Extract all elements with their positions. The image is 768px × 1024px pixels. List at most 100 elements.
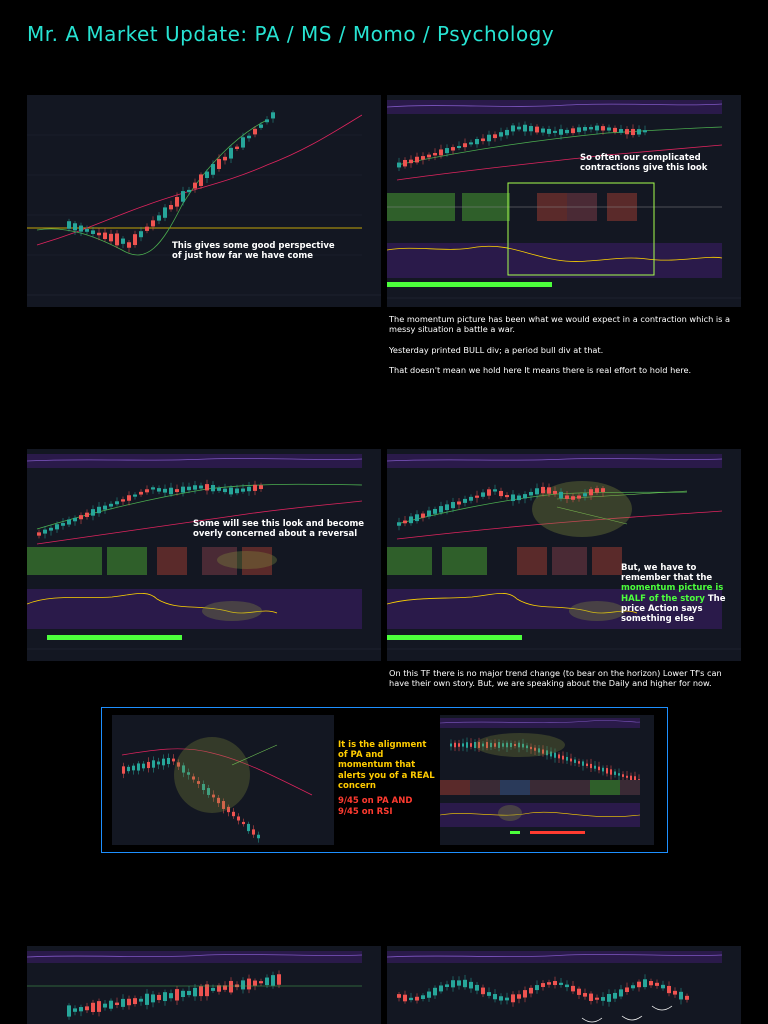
candle bbox=[85, 229, 89, 232]
candle bbox=[259, 485, 263, 490]
candle bbox=[590, 763, 592, 769]
candle bbox=[589, 489, 593, 496]
candle bbox=[469, 496, 473, 501]
candle bbox=[415, 996, 419, 1001]
candle bbox=[469, 142, 473, 145]
candle bbox=[205, 984, 209, 997]
candle bbox=[397, 994, 401, 998]
candle bbox=[546, 750, 548, 756]
candle bbox=[649, 981, 653, 986]
candle bbox=[541, 983, 545, 987]
candle bbox=[562, 755, 564, 760]
candle bbox=[103, 232, 107, 240]
candle bbox=[463, 143, 467, 148]
candle bbox=[197, 781, 200, 784]
candle bbox=[133, 494, 137, 497]
candle bbox=[607, 994, 611, 1002]
candle bbox=[643, 979, 647, 988]
candle bbox=[535, 126, 539, 133]
candle bbox=[570, 758, 572, 762]
candle bbox=[558, 754, 560, 759]
candle bbox=[433, 987, 437, 996]
candle bbox=[127, 495, 131, 501]
candle bbox=[157, 994, 161, 1001]
candle bbox=[139, 491, 143, 495]
candle bbox=[601, 997, 605, 1001]
candle bbox=[571, 128, 575, 134]
candle bbox=[451, 147, 455, 151]
candle bbox=[625, 987, 629, 993]
candle bbox=[403, 159, 407, 167]
candle bbox=[598, 766, 600, 771]
candle bbox=[397, 162, 401, 168]
candle bbox=[487, 489, 491, 496]
candle bbox=[475, 138, 479, 145]
candle bbox=[462, 743, 464, 747]
candle bbox=[463, 979, 467, 988]
paragraph-2: On this TF there is no major trend chang… bbox=[389, 668, 722, 689]
chart-3: Some will see this look and become overl… bbox=[27, 449, 381, 661]
paragraph-1-line-3: That doesn't mean we hold here It means … bbox=[389, 364, 692, 375]
candle bbox=[601, 488, 605, 492]
chart-2-annotation: So often our complicated contractions gi… bbox=[580, 153, 708, 174]
candle bbox=[193, 987, 197, 997]
paragraph-1: The momentum picture has been what we wo… bbox=[389, 314, 739, 385]
candle bbox=[433, 508, 437, 514]
candle bbox=[232, 811, 235, 817]
candle bbox=[415, 514, 419, 522]
candle bbox=[145, 226, 149, 231]
candle bbox=[132, 765, 135, 771]
candle bbox=[577, 127, 581, 133]
candle bbox=[37, 532, 41, 536]
candle bbox=[595, 125, 599, 131]
candle bbox=[547, 982, 551, 985]
candle bbox=[139, 998, 143, 1002]
candle bbox=[421, 995, 425, 1000]
candle bbox=[481, 138, 485, 142]
candle bbox=[439, 985, 443, 992]
candle bbox=[415, 156, 419, 163]
candle bbox=[490, 742, 492, 748]
candle bbox=[619, 129, 623, 133]
candle bbox=[613, 992, 617, 999]
candle bbox=[79, 225, 83, 232]
candle bbox=[217, 487, 221, 491]
chart-1-graphic bbox=[27, 95, 381, 307]
candle bbox=[409, 997, 413, 1001]
candle bbox=[517, 495, 521, 501]
candle bbox=[559, 982, 563, 985]
candle bbox=[227, 806, 230, 813]
candle bbox=[559, 491, 563, 499]
candle bbox=[97, 506, 101, 514]
box-chart-left bbox=[112, 715, 334, 845]
candle bbox=[457, 980, 461, 986]
candle bbox=[217, 985, 221, 992]
candle bbox=[679, 991, 683, 1000]
chart-6-graphic bbox=[387, 946, 741, 1024]
candle bbox=[91, 1002, 95, 1013]
candle bbox=[147, 761, 150, 769]
candle bbox=[478, 742, 480, 748]
candle bbox=[222, 801, 225, 809]
candle bbox=[463, 498, 467, 503]
candle bbox=[571, 496, 575, 500]
chart-5 bbox=[27, 946, 381, 1024]
candle bbox=[547, 128, 551, 134]
candle bbox=[534, 747, 536, 751]
candle bbox=[151, 994, 155, 1003]
candle bbox=[207, 788, 210, 795]
candle bbox=[181, 191, 185, 202]
candle bbox=[205, 171, 209, 179]
candle bbox=[577, 988, 581, 995]
chart-3-annotation: Some will see this look and become overl… bbox=[193, 519, 365, 540]
candle bbox=[583, 127, 587, 131]
candle bbox=[578, 761, 580, 764]
candle bbox=[618, 773, 620, 776]
box-red-line-1: 9/45 on PA AND bbox=[338, 796, 413, 806]
candle bbox=[142, 763, 145, 769]
candle bbox=[109, 233, 113, 242]
candle bbox=[421, 156, 425, 160]
candle bbox=[553, 130, 557, 133]
candle bbox=[526, 745, 528, 749]
candle bbox=[163, 992, 167, 1002]
